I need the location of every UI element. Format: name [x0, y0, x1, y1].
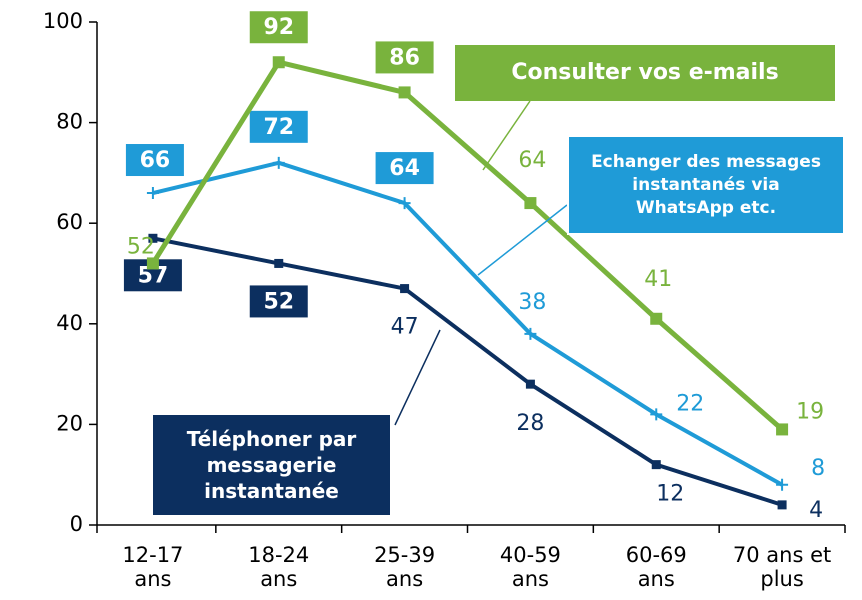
marker	[651, 460, 661, 470]
x-tick-label: 25-39 ans	[374, 543, 436, 591]
data-label: 64	[389, 156, 420, 181]
y-tick-label: 40	[56, 311, 83, 335]
data-label: 86	[389, 45, 420, 70]
marker	[272, 156, 285, 169]
data-label-box	[125, 144, 184, 177]
y-tick-label: 20	[56, 411, 83, 435]
data-label: 52	[127, 234, 155, 259]
x-tick-label: 40-59 ans	[499, 543, 561, 591]
y-tick-label: 100	[43, 9, 83, 33]
marker	[776, 423, 789, 436]
x-tick-label: 12-17 ans	[122, 543, 184, 591]
x-tick-label: 70 ans et plus	[732, 543, 832, 591]
marker	[525, 379, 535, 389]
data-label: 28	[516, 411, 544, 436]
marker	[274, 258, 284, 268]
legend-callout: Echanger des messages instantanés via Wh…	[567, 135, 845, 235]
line	[150, 59, 784, 432]
line	[152, 236, 783, 507]
marker	[398, 86, 411, 99]
data-label: 52	[263, 289, 294, 314]
y-tick-label: 60	[56, 210, 83, 234]
marker	[777, 500, 787, 510]
leader-line	[477, 204, 568, 276]
marker	[398, 197, 411, 210]
marker	[524, 327, 537, 340]
line	[152, 160, 784, 487]
data-label: 12	[656, 482, 684, 507]
leader-line	[482, 100, 531, 171]
y-tick-label: 0	[70, 512, 83, 536]
data-label-box	[249, 110, 308, 143]
data-label: 92	[263, 15, 294, 40]
marker	[524, 197, 537, 210]
data-label: 41	[644, 267, 672, 292]
marker	[400, 284, 410, 294]
marker	[776, 478, 789, 491]
x-tick-label: 18-24 ans	[248, 543, 310, 591]
data-label: 72	[263, 115, 294, 140]
data-label-box	[375, 41, 434, 74]
data-label: 64	[518, 148, 546, 173]
marker	[146, 257, 159, 270]
marker	[650, 408, 663, 421]
leader-line	[394, 329, 441, 426]
marker	[650, 312, 663, 325]
data-label: 66	[140, 148, 171, 173]
data-label-box	[249, 285, 308, 318]
y-tick-label: 80	[56, 110, 83, 134]
marker	[148, 233, 158, 243]
data-label: 38	[518, 290, 546, 315]
marker	[146, 187, 159, 200]
data-label-box	[249, 11, 308, 44]
data-label: 22	[676, 391, 704, 416]
legend-callout: Téléphoner par messagerie instantanée	[153, 415, 390, 515]
data-label: 47	[391, 315, 419, 340]
data-label-box	[375, 152, 434, 185]
x-tick-label: 60-69 ans	[625, 543, 687, 591]
data-label: 19	[796, 399, 824, 424]
data-label: 4	[809, 498, 823, 523]
legend-callout: Consulter vos e-mails	[455, 45, 835, 101]
marker	[272, 56, 285, 69]
data-label: 8	[811, 456, 825, 481]
